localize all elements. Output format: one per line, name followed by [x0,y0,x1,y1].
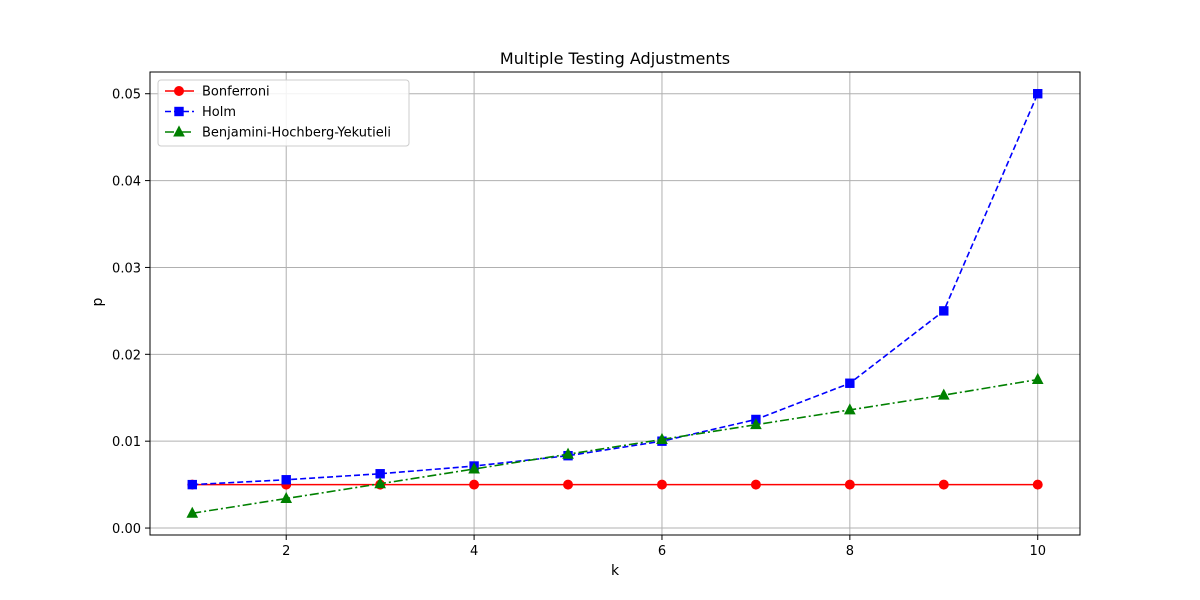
x-tick-label: 8 [846,544,854,559]
data-point-benjamini-hochberg-yekutieli [562,447,574,459]
data-point-bonferroni [750,479,761,490]
legend-marker [173,125,185,137]
x-tick-label: 2 [282,544,290,559]
data-point-holm [375,469,385,479]
legend-label: Holm [202,105,236,120]
data-point-bonferroni [469,479,480,490]
series-benjamini-hochberg-yekutieli [186,372,1044,518]
y-axis-title: p [90,297,106,306]
legend: Bonferroni Holm Benjamini-Hochberg-Yekutie… [157,79,410,147]
y-tick-label: 0.04 [112,175,141,190]
series-bonferroni [187,479,1043,490]
data-point-benjamini-hochberg-yekutieli [280,491,293,504]
series-layer [186,89,1044,518]
data-point-holm [187,479,197,490]
legend-item-holm: Holm [165,105,236,120]
data-point-benjamini-hochberg-yekutieli [656,432,668,444]
plot-frame [149,71,1081,536]
axis-ticks: 2 4 6 8 10 0.00 0.01 0.02 0.03 0.04 0.05 [112,88,1046,559]
legend-item-bonferroni: Bonferroni [165,85,270,100]
data-point-benjamini-hochberg-yekutieli [374,477,386,489]
y-tick-label: 0.00 [112,522,141,537]
data-point-bonferroni [563,479,574,490]
data-point-bonferroni [844,479,855,490]
y-tick-label: 0.02 [112,348,141,363]
legend-label: Benjamini-Hochberg-Yekutieli [202,126,391,141]
data-point-benjamini-hochberg-yekutieli [468,462,480,474]
y-tick-label: 0.01 [112,435,141,450]
data-point-holm [845,378,855,388]
legend-item-benjamini-hochberg-yekutieli: Benjamini-Hochberg-Yekutieli [165,125,391,141]
data-point-benjamini-hochberg-yekutieli [937,388,950,400]
series-line-benjamini-hochberg-yekutieli [192,378,1038,515]
data-point-holm [939,306,949,316]
x-axis-title: k [611,563,620,579]
legend-box [157,79,410,147]
x-tick-label: 10 [1029,544,1046,559]
data-point-benjamini-hochberg-yekutieli [1031,372,1044,385]
y-tick-label: 0.03 [112,261,141,276]
legend-marker [174,106,184,117]
y-tick-label: 0.05 [112,88,141,103]
data-point-benjamini-hochberg-yekutieli [750,418,762,430]
legend-marker [174,86,184,96]
data-point-holm [281,475,291,485]
data-point-holm [1033,89,1043,99]
data-point-bonferroni [1032,479,1043,490]
x-tick-label: 4 [470,544,478,559]
legend-label: Bonferroni [202,85,270,100]
x-tick-label: 6 [658,544,666,559]
data-point-bonferroni [656,479,667,490]
series-holm [187,89,1043,490]
data-point-benjamini-hochberg-yekutieli [844,403,856,415]
chart-title: Multiple Testing Adjustments [500,49,730,68]
data-point-benjamini-hochberg-yekutieli [186,506,199,518]
series-line-holm [192,93,1039,486]
data-point-bonferroni [938,479,949,490]
